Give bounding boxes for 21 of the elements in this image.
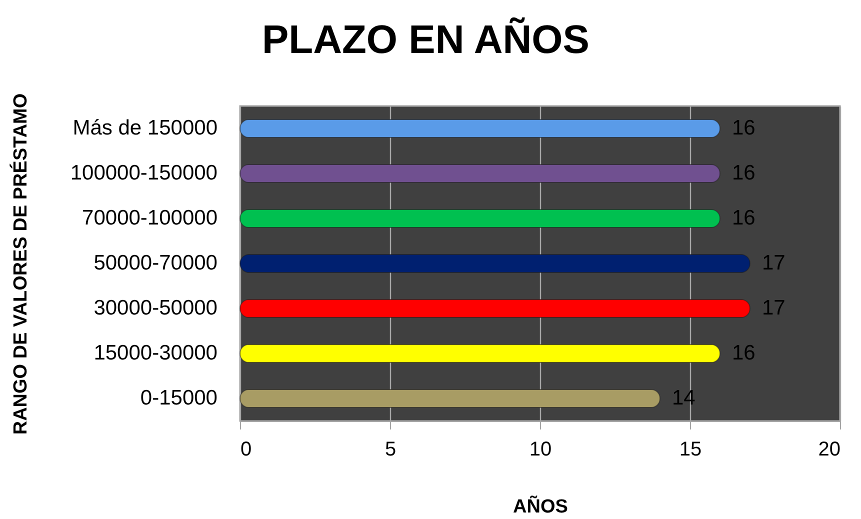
y-tick-label: 15000-30000 [94, 342, 218, 364]
y-tick-label: 0-15000 [140, 386, 218, 410]
data-label: 16 [732, 116, 756, 140]
y-tick-label: 50000-70000 [94, 252, 218, 274]
y-tick-label: 30000-50000 [94, 296, 218, 320]
data-label: 16 [732, 342, 756, 364]
x-tick-label: 5 [384, 438, 396, 460]
y-tick-label: 70000-100000 [82, 206, 218, 230]
data-label: 16 [732, 162, 756, 184]
x-tick-label: 20 [818, 438, 840, 460]
data-label: 17 [762, 296, 786, 320]
x-tick-label: 10 [529, 438, 552, 460]
data-label: 16 [732, 206, 756, 230]
y-tick-label: Más de 150000 [72, 116, 218, 140]
y-axis-title: RANGO DE VALORES DE PRÉSTAMO [9, 93, 32, 435]
x-axis-title: AÑOS [513, 496, 568, 518]
data-label: 17 [762, 252, 786, 274]
x-tick-label: 0 [240, 438, 252, 460]
y-tick-label: 100000-150000 [70, 162, 218, 184]
chart-title: PLAZO EN AÑOS [262, 16, 590, 62]
x-tick-label: 15 [679, 438, 702, 460]
